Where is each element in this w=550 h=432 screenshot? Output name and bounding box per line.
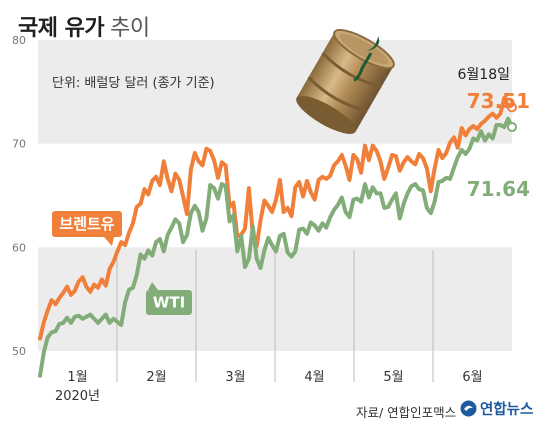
title-main: 국제 유가 xyxy=(18,16,105,41)
y-tick-label: 60 xyxy=(12,241,26,254)
brent-end-marker xyxy=(507,102,517,113)
brent-end-value: 73.51 xyxy=(467,89,530,113)
wti-end-value: 71.64 xyxy=(467,177,530,201)
wti-line xyxy=(38,116,514,378)
wti-end-marker xyxy=(507,122,517,133)
oil-barrel-icon xyxy=(296,29,395,134)
wti-label-pointer xyxy=(148,282,158,290)
brent-series-label: 브렌트유 xyxy=(59,215,114,233)
brent-line xyxy=(38,96,514,341)
agency-logo: 연합뉴스 xyxy=(460,398,533,419)
wti-series-label-box xyxy=(146,290,192,315)
y-tick-label: 80 xyxy=(12,34,26,47)
end-date-label: 6월18일 xyxy=(458,67,510,83)
x-tick-label: 4월 xyxy=(304,370,324,385)
band-70-80 xyxy=(38,40,512,144)
x-tick-label: 5월 xyxy=(383,370,403,385)
y-tick-label: 70 xyxy=(12,138,26,151)
y-tick-label: 50 xyxy=(12,345,26,358)
brent-label-pointer xyxy=(104,237,114,246)
source-note: 자료/ 연합인포맥스 xyxy=(356,405,457,420)
x-tick-label: 2월 xyxy=(146,370,166,385)
x-tick-label: 6월 xyxy=(462,370,482,385)
x-tick-label: 1월 xyxy=(67,370,87,385)
chart-title: 국제 유가 추이 xyxy=(18,10,150,42)
wti-series-label: WTI xyxy=(153,294,185,312)
year-label: 2020년 xyxy=(55,389,100,404)
logo-icon xyxy=(460,400,477,417)
x-tick-label: 3월 xyxy=(225,370,245,385)
title-sub: 추이 xyxy=(110,16,150,41)
brent-series-label-box xyxy=(52,211,122,237)
logo-text: 연합뉴스 xyxy=(480,402,534,418)
unit-note: 단위: 배럴당 달러 (종가 기준) xyxy=(52,76,215,91)
